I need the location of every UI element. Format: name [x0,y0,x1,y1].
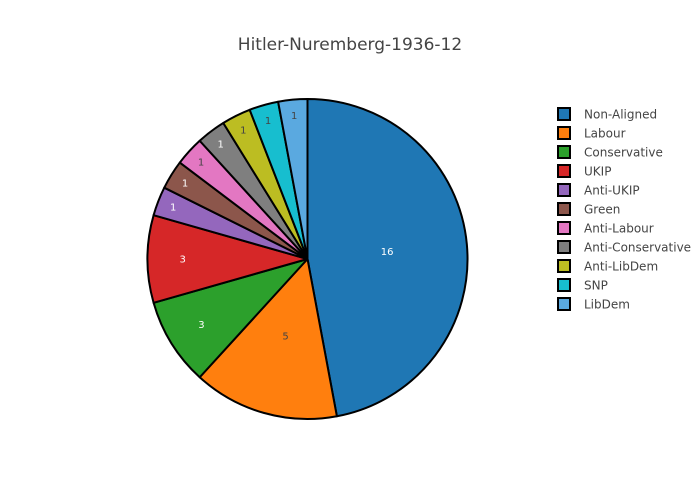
slice-value-label-snp: 1 [265,116,271,127]
legend-swatch-conservative [557,145,571,159]
legend-item-anti-conservative[interactable]: Anti-Conservative [557,240,691,255]
legend-label-labour: Labour [584,127,626,141]
legend-item-anti-labour[interactable]: Anti-Labour [557,221,654,236]
slice-value-label-anti-labour: 1 [198,157,204,168]
legend: Non-Aligned Labour Conservative UKIP Anti-UK… [557,107,691,312]
legend-label-anti-libdem: Anti-LibDem [584,260,658,274]
pie-slice-libdem[interactable] [277,97,309,260]
legend-label-conservative: Conservative [584,146,663,160]
slice-value-label-conservative: 3 [198,320,204,331]
legend-label-non-aligned: Non-Aligned [584,108,657,122]
legend-label-libdem: LibDem [584,298,630,312]
legend-label-anti-labour: Anti-Labour [584,222,654,236]
legend-swatch-anti-libdem [557,259,571,273]
legend-swatch-ukip [557,164,571,178]
slice-value-label-labour: 5 [282,331,288,342]
legend-swatch-anti-labour [557,221,571,235]
legend-item-non-aligned[interactable]: Non-Aligned [557,107,657,122]
legend-label-ukip: UKIP [584,165,611,179]
pie-slice-ukip[interactable] [146,214,309,304]
legend-label-snp: SNP [584,279,608,293]
legend-swatch-green [557,202,571,216]
legend-item-conservative[interactable]: Conservative [557,145,663,160]
legend-item-labour[interactable]: Labour [557,126,626,141]
legend-label-anti-ukip: Anti-UKIP [584,184,640,198]
legend-swatch-anti-ukip [557,183,571,197]
legend-item-anti-libdem[interactable]: Anti-LibDem [557,259,658,274]
slice-value-label-libdem: 1 [291,111,297,122]
legend-item-libdem[interactable]: LibDem [557,297,630,312]
slice-value-label-non-aligned: 16 [381,247,394,258]
slice-value-label-green: 1 [182,179,188,190]
legend-swatch-snp [557,278,571,292]
pie-slice-non-aligned[interactable] [306,98,469,418]
legend-label-green: Green [584,203,620,217]
slice-value-label-ukip: 3 [180,255,186,266]
slice-value-label-anti-ukip: 1 [170,202,176,213]
legend-swatch-non-aligned [557,107,571,121]
legend-swatch-libdem [557,297,571,311]
slice-value-label-anti-libdem: 1 [240,126,246,137]
legend-item-snp[interactable]: SNP [557,278,608,293]
legend-item-ukip[interactable]: UKIP [557,164,611,179]
legend-item-anti-ukip[interactable]: Anti-UKIP [557,183,640,198]
legend-label-anti-conservative: Anti-Conservative [584,241,691,255]
slice-value-label-anti-conservative: 1 [218,140,224,151]
legend-swatch-anti-conservative [557,240,571,254]
chart-title: Hitler-Nuremberg-1936-12 [238,35,462,55]
pie-slices [146,97,469,421]
legend-item-green[interactable]: Green [557,202,620,217]
legend-swatch-labour [557,126,571,140]
pie-slice-conservative[interactable] [152,258,309,379]
pie-slice-labour[interactable] [198,258,338,421]
